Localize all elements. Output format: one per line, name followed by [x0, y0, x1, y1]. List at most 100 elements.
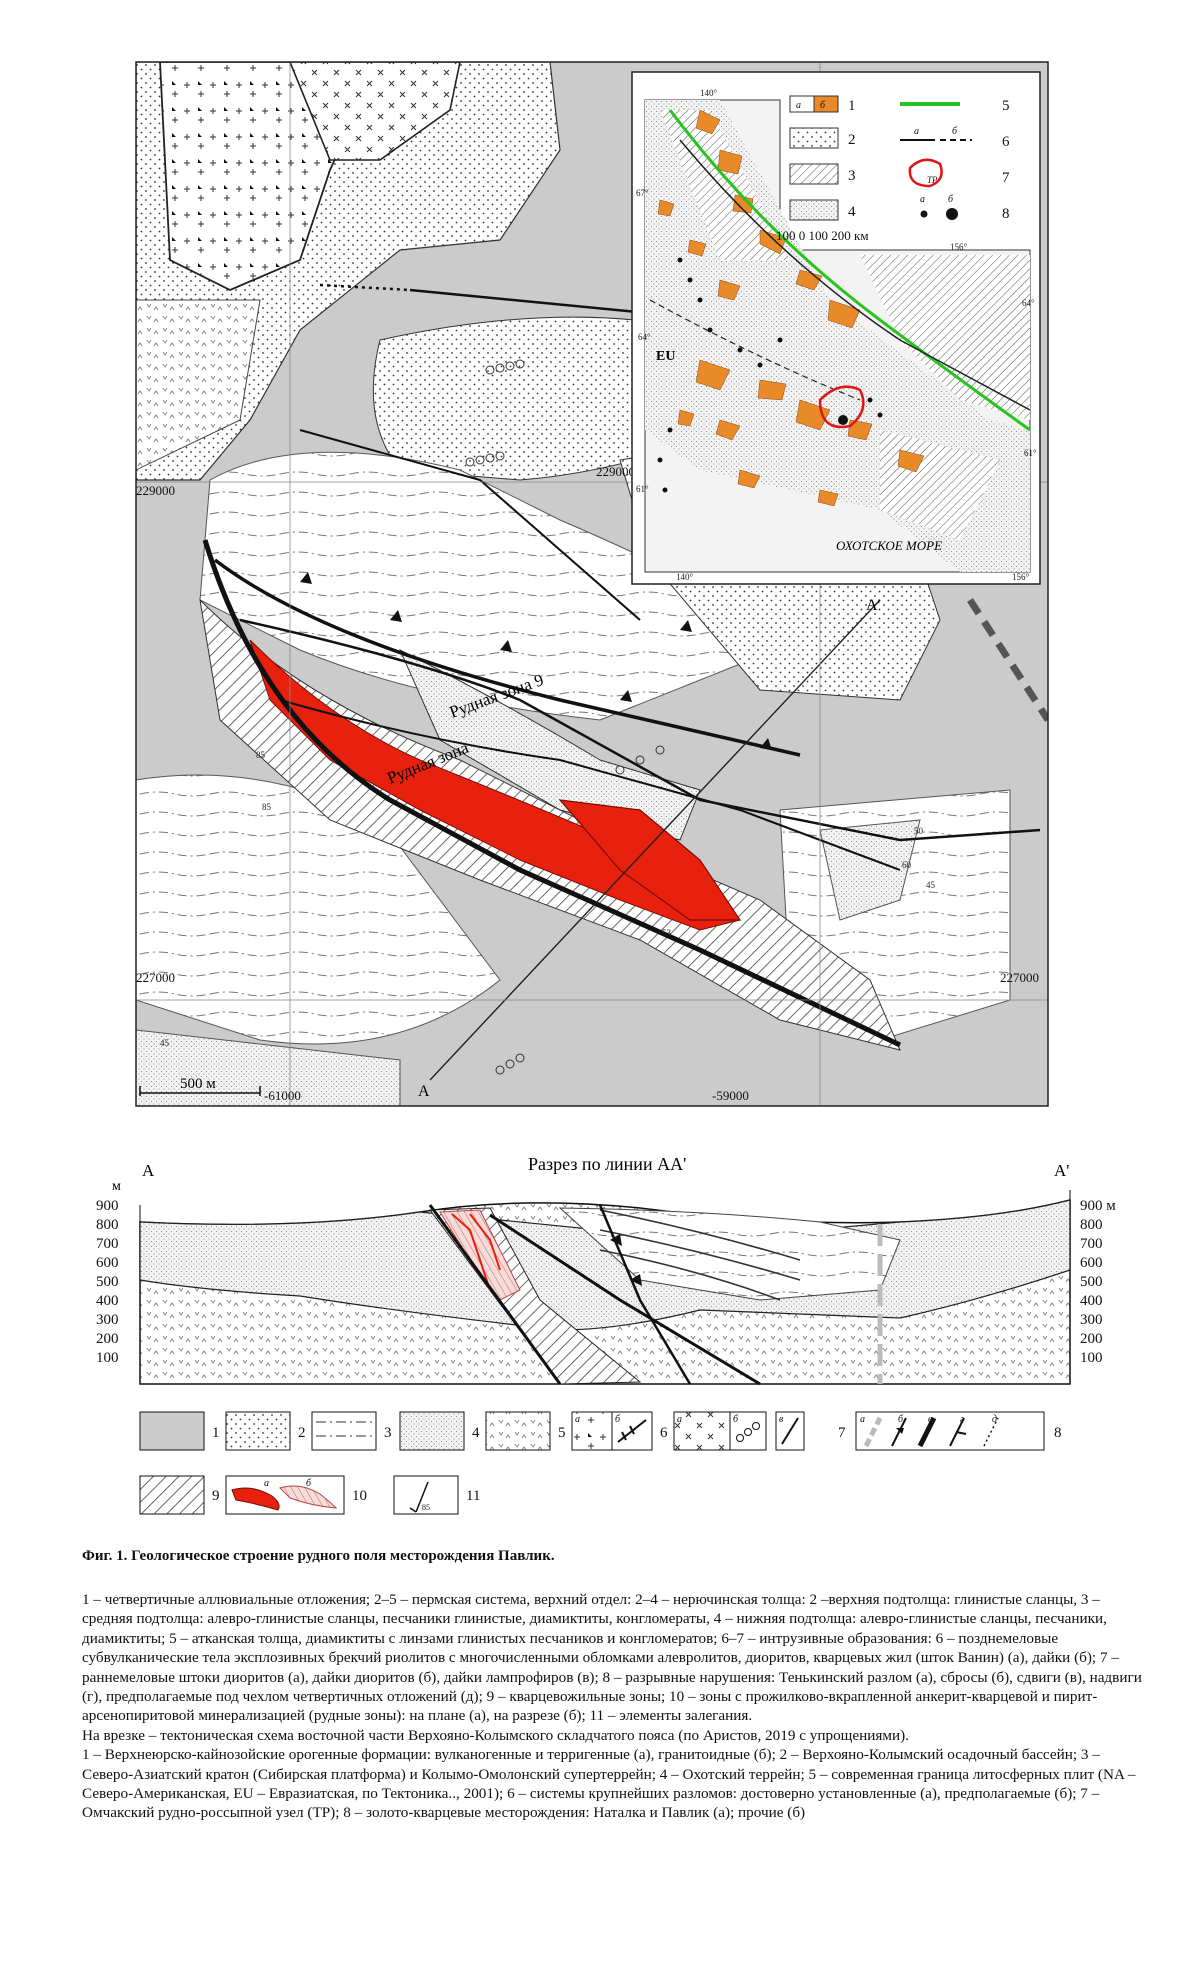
legend-row-1: 1 2 3 4 5 6 7 8 а б а б в а б в г д	[139, 1411, 1062, 1451]
grid-label: 229000	[596, 464, 635, 479]
svg-text:600: 600	[96, 1255, 119, 1271]
svg-text:1: 1	[212, 1425, 220, 1441]
section-title: Разрез по линии АА'	[528, 1154, 686, 1174]
svg-text:а: а	[860, 1414, 865, 1425]
tectonic-inset: 1 2 3 4 5 6 7 8 а б а б а б ТР 100 0 100…	[631, 71, 1041, 585]
svg-text:ТР: ТР	[927, 175, 938, 185]
svg-text:3: 3	[384, 1425, 392, 1441]
grid-label: -59000	[712, 1088, 749, 1103]
svg-text:б: б	[898, 1414, 904, 1425]
svg-text:6: 6	[1002, 134, 1010, 150]
svg-text:а: а	[920, 194, 925, 205]
svg-text:5: 5	[558, 1425, 566, 1441]
svg-text:50: 50	[914, 826, 924, 836]
svg-text:в: в	[928, 1414, 933, 1425]
svg-text:64°: 64°	[638, 332, 651, 342]
svg-text:а: а	[677, 1414, 682, 1425]
svg-text:а: а	[914, 126, 919, 137]
inset-legend: 1 2 3 4 5 6 7 8 а б а б а б ТР 100 0 100…	[776, 95, 1010, 243]
caption-paragraph: 1 – Верхнеюрско-кайнозойские орогенные ф…	[82, 1746, 1136, 1822]
svg-text:4: 4	[848, 204, 856, 220]
scale-bar: 500 м	[139, 1076, 261, 1096]
grid-label: 227000	[1000, 970, 1039, 985]
section-end-a: A	[418, 1083, 430, 1100]
plate-label: EU	[656, 349, 675, 364]
section-end-right: А'	[1054, 1161, 1069, 1180]
geological-figure: 229000 229000 227000 227000 -61000 -5900…	[96, 61, 1116, 1515]
svg-text:60: 60	[902, 860, 912, 870]
svg-text:156°: 156°	[1012, 572, 1030, 582]
svg-text:11: 11	[466, 1488, 480, 1504]
grid-label: -61000	[264, 1088, 301, 1103]
caption-paragraph: На врезке – тектоническая схема восточно…	[82, 1726, 909, 1744]
svg-text:45: 45	[926, 880, 936, 890]
plate-boundary	[668, 109, 1031, 432]
svg-text:700: 700	[96, 1236, 119, 1252]
section-ticks-left: 900 800 700 600 500 400 300 200 100	[96, 1198, 119, 1366]
svg-text:300: 300	[1080, 1312, 1103, 1328]
svg-text:700: 700	[1080, 1236, 1103, 1252]
svg-text:61°: 61°	[636, 484, 649, 494]
svg-text:53: 53	[662, 928, 672, 938]
legend: 1 2 3 4 5 6 7 8 а б а б в а б в г д	[139, 1411, 1062, 1515]
legend-row-2: 9 10 11 а б 85	[139, 1475, 480, 1515]
deposit-pavlik	[838, 415, 848, 425]
svg-text:6: 6	[660, 1425, 668, 1441]
svg-text:900 м: 900 м	[1080, 1198, 1116, 1214]
inset-scale: 100 0 100 200 км	[776, 228, 869, 243]
svg-text:85: 85	[422, 1503, 430, 1512]
svg-text:а: а	[575, 1414, 580, 1425]
svg-text:б: б	[820, 100, 826, 111]
svg-text:в: в	[779, 1414, 784, 1425]
svg-text:200: 200	[1080, 1331, 1103, 1347]
svg-text:800: 800	[1080, 1217, 1103, 1233]
svg-text:8: 8	[1054, 1425, 1062, 1441]
svg-text:85: 85	[256, 750, 266, 760]
svg-text:5: 5	[1002, 98, 1010, 114]
svg-text:800: 800	[96, 1217, 119, 1233]
svg-text:500: 500	[96, 1274, 119, 1290]
svg-text:б: б	[733, 1414, 739, 1425]
svg-text:д: д	[992, 1414, 997, 1425]
svg-text:140°: 140°	[676, 572, 694, 582]
svg-text:500: 500	[1080, 1274, 1103, 1290]
sea-label: ОХОТСКОЕ МОРЕ	[836, 538, 942, 553]
svg-text:300: 300	[96, 1312, 119, 1328]
svg-text:400: 400	[96, 1293, 119, 1309]
section-end-left: А	[142, 1161, 155, 1180]
svg-text:900: 900	[96, 1198, 119, 1214]
cross-section: Разрез по линии АА' А А' м 900 800 700 6…	[96, 1154, 1116, 1386]
tenkinsky-fault	[202, 539, 902, 1048]
tenkinsky-fault-inferred	[967, 598, 1048, 722]
svg-text:3: 3	[848, 168, 856, 184]
svg-text:9: 9	[212, 1488, 220, 1504]
svg-text:45: 45	[160, 1038, 170, 1048]
svg-text:100: 100	[1080, 1350, 1103, 1366]
thrust-fault	[213, 558, 801, 757]
svg-text:85: 85	[262, 802, 272, 812]
svg-text:8: 8	[1002, 206, 1010, 222]
svg-text:200: 200	[96, 1331, 119, 1347]
svg-text:1: 1	[848, 98, 856, 114]
grid-label: 227000	[136, 970, 175, 985]
svg-text:67°: 67°	[636, 188, 649, 198]
section-ticks-right: 900 м 800 700 600 500 400 300 200 100	[1080, 1198, 1116, 1366]
svg-text:10: 10	[352, 1488, 367, 1504]
svg-text:б: б	[952, 126, 958, 137]
figure-caption-title: Фиг. 1. Геологическое строение рудного п…	[82, 1548, 555, 1564]
section-unit-left: м	[112, 1179, 121, 1194]
grid-label: 229000	[136, 483, 175, 498]
svg-text:4: 4	[472, 1425, 480, 1441]
svg-text:7: 7	[1002, 170, 1010, 186]
scale-bar-label: 500 м	[180, 1076, 216, 1092]
svg-text:а: а	[264, 1478, 269, 1489]
svg-text:2: 2	[298, 1425, 306, 1441]
svg-text:а: а	[796, 100, 801, 111]
dip-values: 85 85 50 60 45 53 45	[160, 750, 936, 1048]
svg-text:100: 100	[96, 1350, 119, 1366]
caption-paragraph: 1 – четвертичные аллювиальные отложения;…	[82, 1591, 1142, 1725]
svg-text:г: г	[960, 1414, 964, 1425]
figure-caption-body: 1 – четвертичные аллювиальные отложения;…	[82, 1590, 1142, 1823]
svg-text:600: 600	[1080, 1255, 1103, 1271]
svg-text:б: б	[948, 194, 954, 205]
